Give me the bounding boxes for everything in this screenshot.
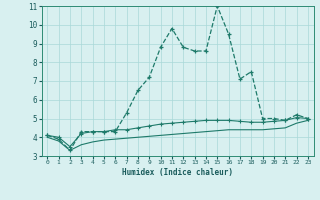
X-axis label: Humidex (Indice chaleur): Humidex (Indice chaleur) [122, 168, 233, 177]
